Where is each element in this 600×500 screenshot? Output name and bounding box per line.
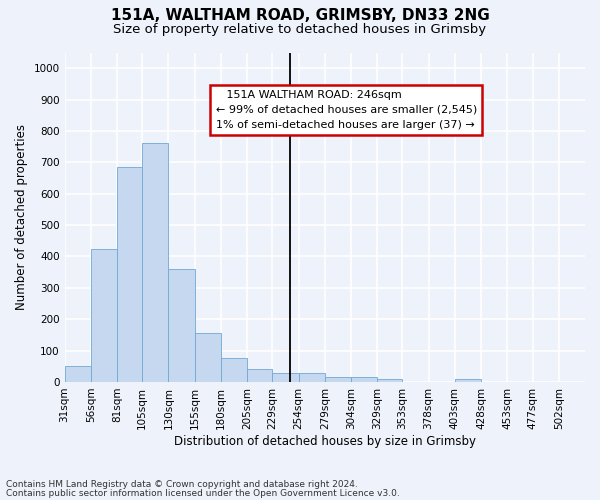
- Y-axis label: Number of detached properties: Number of detached properties: [15, 124, 28, 310]
- Bar: [91, 248, 117, 382]
- Bar: [455, 379, 481, 382]
- Bar: [221, 358, 247, 382]
- Text: Contains HM Land Registry data © Crown copyright and database right 2024.: Contains HM Land Registry data © Crown c…: [6, 480, 358, 489]
- Bar: [377, 379, 403, 382]
- Bar: [325, 376, 351, 382]
- Bar: [247, 370, 272, 382]
- Bar: [117, 167, 142, 382]
- Bar: [142, 144, 169, 382]
- Text: Contains public sector information licensed under the Open Government Licence v3: Contains public sector information licen…: [6, 488, 400, 498]
- Bar: [272, 374, 299, 382]
- Bar: [351, 376, 377, 382]
- Text: 151A, WALTHAM ROAD, GRIMSBY, DN33 2NG: 151A, WALTHAM ROAD, GRIMSBY, DN33 2NG: [110, 8, 490, 22]
- Bar: [194, 334, 221, 382]
- Text: 151A WALTHAM ROAD: 246sqm   
← 99% of detached houses are smaller (2,545)
1% of : 151A WALTHAM ROAD: 246sqm ← 99% of detac…: [215, 90, 477, 130]
- Bar: [299, 374, 325, 382]
- X-axis label: Distribution of detached houses by size in Grimsby: Distribution of detached houses by size …: [174, 434, 476, 448]
- Text: Size of property relative to detached houses in Grimsby: Size of property relative to detached ho…: [113, 22, 487, 36]
- Bar: [169, 269, 194, 382]
- Bar: [65, 366, 91, 382]
